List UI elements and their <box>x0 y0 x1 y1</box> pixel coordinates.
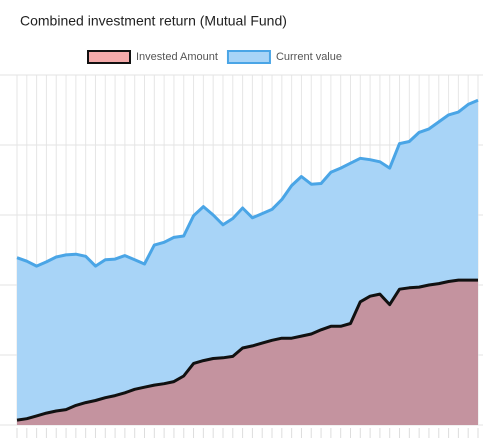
line <box>16 98 479 268</box>
legend-label: Invested Amount <box>136 51 218 63</box>
legend-label: Current value <box>276 51 342 63</box>
line <box>16 278 478 422</box>
legend-swatch <box>87 50 131 64</box>
chart-title: Combined investment return (Mutual Fund) <box>20 13 287 29</box>
area <box>17 280 478 425</box>
legend: Invested Amount Current value <box>87 50 342 64</box>
legend-swatch <box>226 50 271 64</box>
